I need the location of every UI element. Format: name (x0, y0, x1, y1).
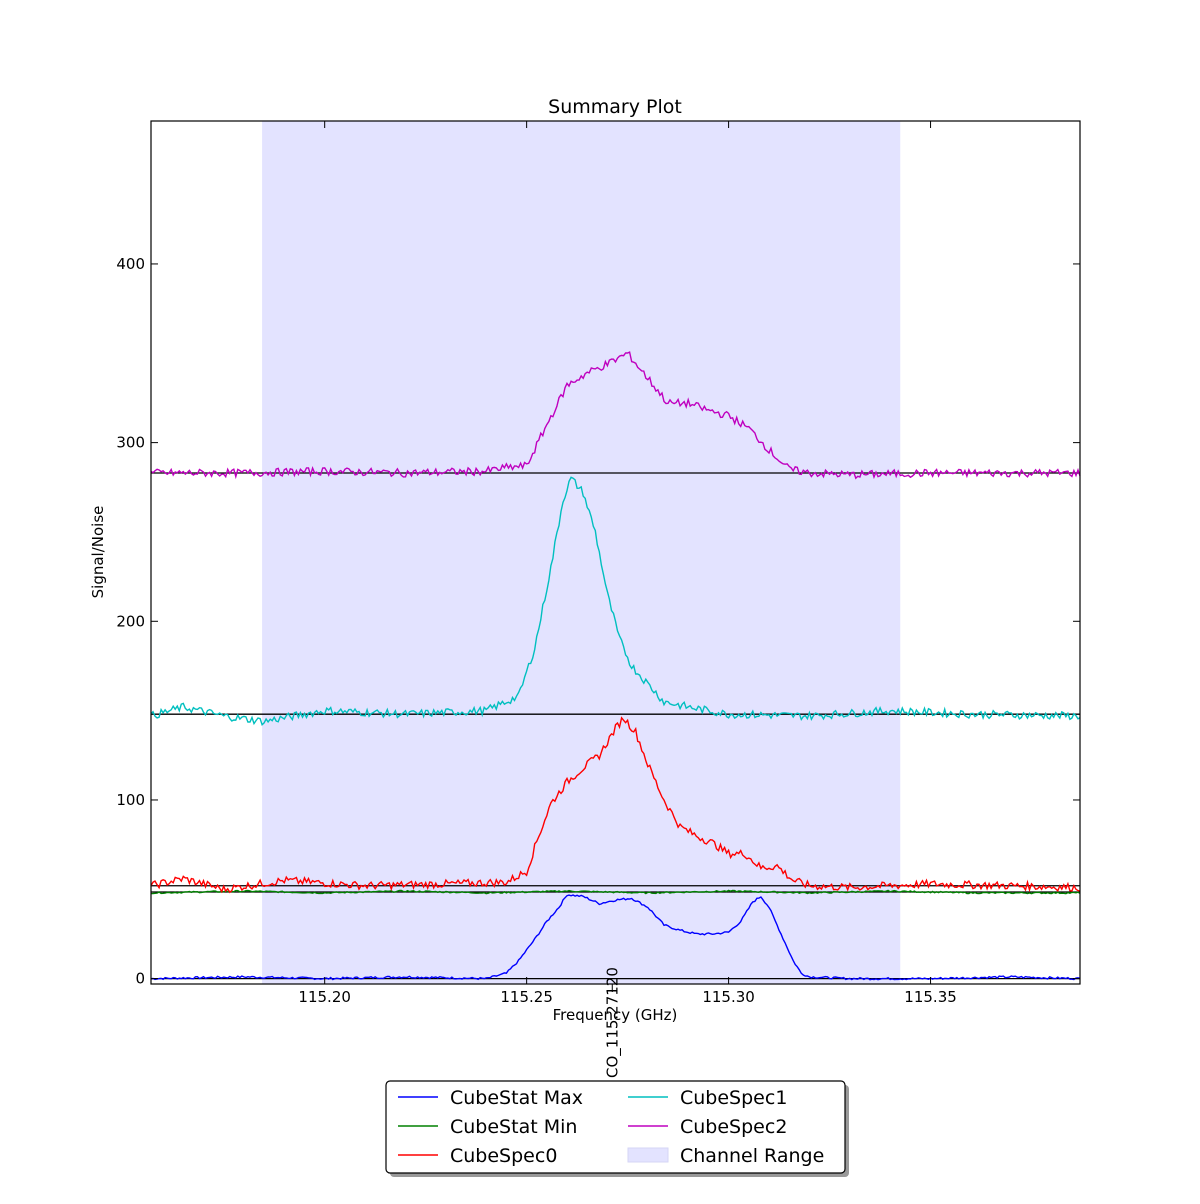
chart-title: Summary Plot (548, 96, 682, 118)
y-tick-label-3: 300 (116, 434, 145, 452)
y-tick-label-2: 200 (116, 612, 145, 630)
x-tick-label-0: 115.20 (298, 988, 351, 1006)
legend-box (385, 1080, 846, 1174)
legend: CubeStat Max CubeStat Min CubeSpec0 CubeSpe… (385, 1080, 849, 1177)
x-tick-label-1: 115.25 (500, 988, 553, 1006)
series-line-1 (150, 889, 1081, 895)
legend-label-5: Channel Range (680, 1145, 824, 1167)
legend-swatch-5 (627, 1147, 669, 1163)
y-tick-label-0: 0 (135, 970, 145, 988)
y-tick-label-4: 400 (116, 255, 145, 273)
y-tick-label-1: 100 (116, 791, 145, 809)
plot-frame (150, 120, 1081, 985)
series-line-2 (150, 716, 1081, 894)
x-tick-label-3: 115.35 (904, 988, 957, 1006)
channel-range-band (262, 121, 901, 984)
y-axis-label: Signal/Noise (89, 506, 107, 599)
series-line-3 (150, 476, 1081, 726)
legend-label-3: CubeSpec1 (680, 1087, 787, 1109)
legend-label-0: CubeStat Max (450, 1087, 583, 1109)
line-marker-label: CO_115.27120 (603, 967, 622, 1078)
series-line-4 (150, 351, 1081, 480)
x-axis-label: Frequency (GHz) (553, 1006, 678, 1024)
legend-label-1: CubeStat Min (450, 1116, 577, 1138)
legend-label-2: CubeSpec0 (450, 1145, 557, 1167)
x-tick-label-2: 115.30 (702, 988, 755, 1006)
legend-label-4: CubeSpec2 (680, 1116, 787, 1138)
series-line-0 (150, 894, 1081, 981)
